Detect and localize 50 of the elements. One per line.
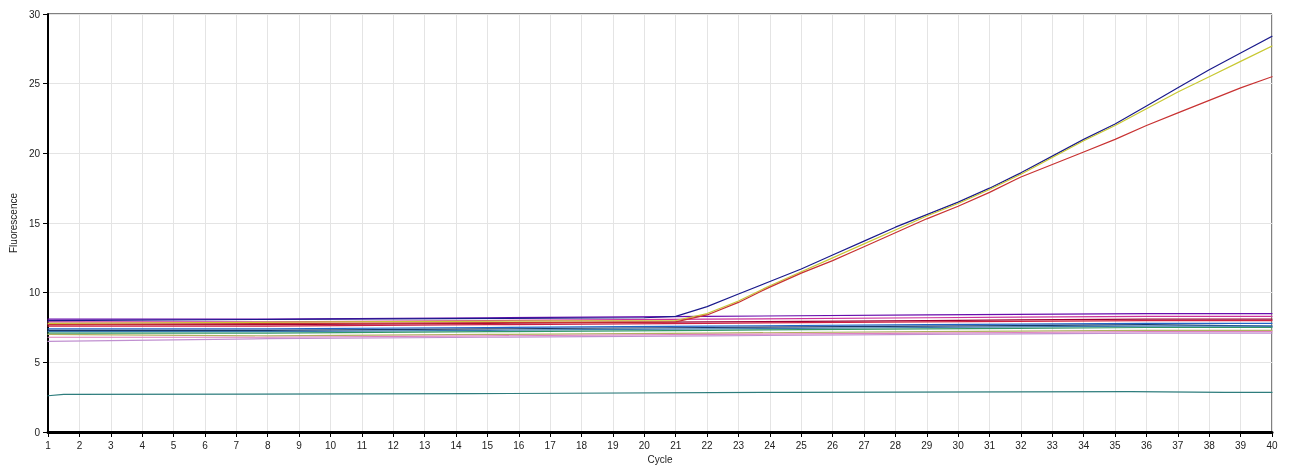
x-tick-label: 15: [481, 439, 494, 451]
x-tick-label: 14: [450, 439, 463, 451]
y-axis-title: Fluorescence: [7, 192, 19, 254]
x-tick-label: 1: [45, 439, 52, 451]
x-tick-label: 5: [170, 439, 177, 451]
x-tick-label: 36: [1140, 439, 1153, 451]
x-tick-label: 2: [76, 439, 83, 451]
x-tick-label: 29: [921, 439, 933, 451]
x-tick-label: 13: [419, 439, 431, 451]
x-tick-label: 39: [1235, 439, 1247, 451]
x-tick-label: 27: [858, 439, 871, 451]
x-axis-title: Cycle: [647, 454, 673, 466]
y-tick-label: 5: [34, 356, 41, 368]
x-tick-label: 24: [764, 439, 776, 451]
line-series: [47, 332, 1273, 343]
x-tick-label: 7: [233, 439, 240, 451]
x-tick-label: 16: [513, 439, 525, 451]
x-tick-label: 8: [264, 439, 271, 451]
x-tick-label: 9: [296, 439, 303, 451]
x-tick-label: 6: [202, 439, 209, 451]
x-tick-label: 34: [1078, 439, 1090, 451]
x-tick-label: 23: [732, 439, 745, 451]
y-tick-label: 30: [28, 8, 41, 20]
x-tick-label: 32: [1015, 439, 1027, 451]
x-tick-label: 37: [1172, 439, 1184, 451]
x-tick-label: 30: [952, 439, 965, 451]
y-tick-label: 20: [28, 147, 41, 159]
x-tick-label: 22: [701, 439, 714, 451]
x-tick-label: 28: [889, 439, 902, 451]
x-tick-label: 33: [1046, 439, 1059, 451]
y-tick-label: 25: [28, 78, 41, 90]
x-tick-label: 21: [670, 439, 682, 451]
x-tick-label: 26: [827, 439, 839, 451]
y-tick-label: 15: [28, 217, 41, 229]
x-tick-label: 11: [356, 439, 368, 451]
x-tick-label: 17: [544, 439, 557, 451]
x-tick-label: 40: [1266, 439, 1278, 451]
x-tick-label: 31: [983, 439, 996, 451]
x-tick-label: 35: [1109, 439, 1122, 451]
x-tick-label: 38: [1203, 439, 1216, 451]
x-tick-label: 19: [607, 439, 619, 451]
x-tick-label: 25: [795, 439, 808, 451]
x-tick-label: 20: [638, 439, 651, 451]
y-tick-label: 0: [34, 426, 41, 438]
x-tick-label: 10: [324, 439, 337, 451]
x-tick-label: 4: [139, 439, 146, 451]
y-tick-label: 10: [28, 287, 41, 299]
x-tick-label: 3: [108, 439, 115, 451]
x-tick-label: 18: [575, 439, 588, 451]
x-tick-label: 12: [387, 439, 400, 451]
